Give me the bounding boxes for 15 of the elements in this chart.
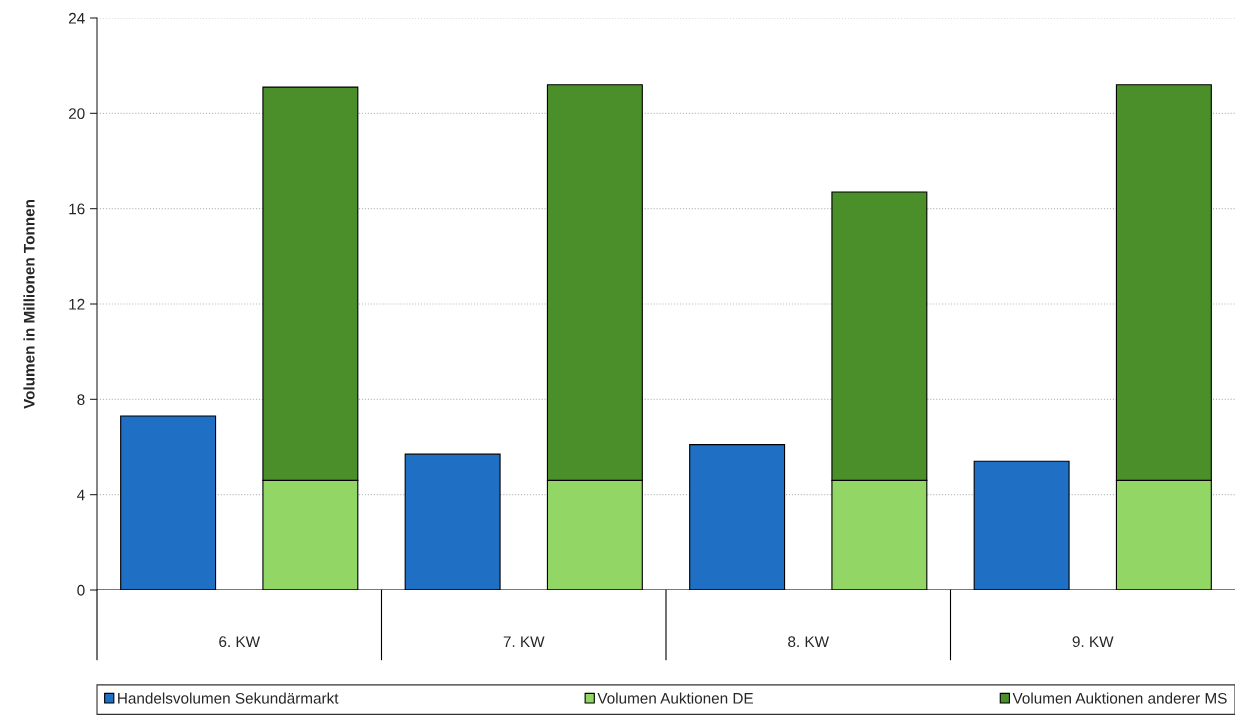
y-axis-title: Volumen in Millionen Tonnen (23, 199, 35, 409)
text: 9. KW (1072, 636, 1114, 648)
y-tick-label: 4 (77, 489, 85, 501)
y-tick-label: 8 (77, 394, 85, 406)
y-tick-label: 20 (68, 108, 85, 120)
y-tick-label: 0 (77, 584, 85, 596)
y-tick-label: 16 (69, 203, 85, 215)
text: 6. KW (219, 636, 260, 648)
text: 8. KW (788, 636, 829, 648)
legend-label: Volumen Auktionen DE (597, 692, 753, 704)
y-tick-label: 24 (68, 12, 85, 24)
legend-label: Volumen Auktionen anderer MS (1012, 692, 1227, 704)
legend-label: Handelsvolumen Sekundärmarkt (118, 692, 339, 704)
y-tick-label: 12 (69, 298, 85, 310)
text: 7. KW (503, 636, 545, 647)
